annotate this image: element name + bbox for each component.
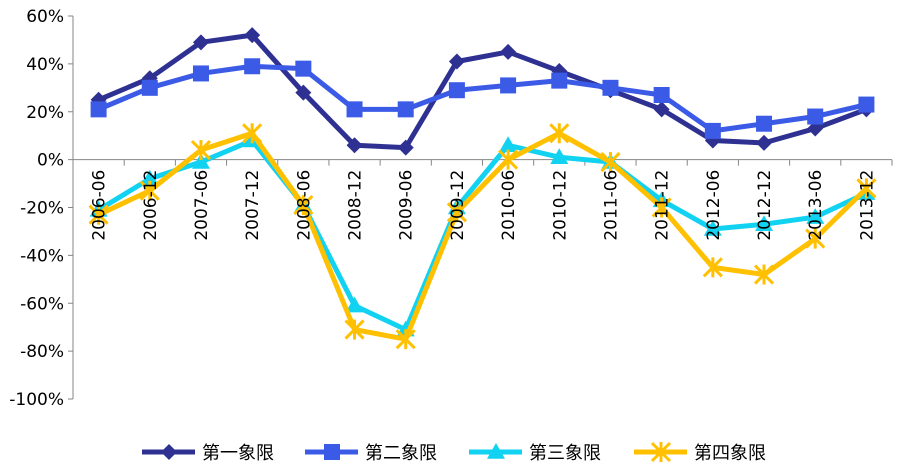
data-point-s1-14 bbox=[756, 134, 773, 151]
data-point-s2-14 bbox=[756, 115, 773, 132]
x-tick-label: 2011-12 bbox=[653, 170, 673, 241]
data-point-s1-5 bbox=[295, 84, 312, 101]
x-tick-label: 2012-12 bbox=[755, 170, 775, 241]
y-tick-label: -100% bbox=[9, 390, 64, 410]
data-point-s1-6 bbox=[346, 137, 363, 154]
data-point-s4-5 bbox=[293, 195, 314, 216]
data-point-s2-7 bbox=[397, 101, 414, 118]
series-line-4 bbox=[97, 130, 869, 342]
data-point-s2-15 bbox=[807, 108, 824, 125]
data-point-s2-4 bbox=[244, 58, 261, 75]
data-point-s4-2 bbox=[139, 180, 160, 201]
y-tick-label: 20% bbox=[26, 103, 64, 123]
legend-label: 第三象限 bbox=[529, 443, 601, 464]
x-tick-label: 2006-12 bbox=[141, 170, 161, 241]
data-point-s1-12 bbox=[653, 101, 670, 118]
data-point-s2-9 bbox=[500, 77, 517, 94]
data-point-s2-6 bbox=[346, 101, 363, 118]
legend-marker bbox=[161, 444, 177, 460]
data-point-s3-9 bbox=[499, 136, 518, 153]
data-point-s2-11 bbox=[602, 79, 619, 96]
x-tick-label: 2007-12 bbox=[243, 170, 263, 241]
data-point-s2-2 bbox=[141, 79, 158, 96]
legend-marker bbox=[324, 444, 340, 460]
data-point-s4-4 bbox=[242, 123, 263, 144]
x-tick-label: 2009-06 bbox=[397, 170, 417, 241]
y-tick-label: -20% bbox=[20, 199, 64, 219]
y-tick-label: 0% bbox=[37, 151, 64, 171]
data-point-s4-1 bbox=[88, 204, 109, 225]
x-tick-label: 2007-06 bbox=[192, 170, 212, 241]
series-line-3 bbox=[97, 137, 868, 333]
data-point-s4-7 bbox=[395, 329, 416, 350]
x-tick-label: 2010-12 bbox=[550, 170, 570, 241]
data-point-s4-11 bbox=[600, 151, 621, 173]
data-point-s4-16 bbox=[856, 178, 877, 199]
data-point-s4-12 bbox=[651, 197, 672, 218]
data-point-s1-3 bbox=[192, 34, 209, 51]
legend-label: 第一象限 bbox=[202, 443, 274, 464]
x-tick-label: 2012-06 bbox=[704, 170, 724, 241]
x-tick-label: 2010-06 bbox=[499, 170, 519, 241]
data-point-s3-3 bbox=[191, 153, 210, 169]
x-tick-label: 2009-12 bbox=[448, 170, 468, 241]
data-point-s4-10 bbox=[549, 123, 570, 144]
y-tick-label: -60% bbox=[20, 294, 64, 314]
x-tick-label: 2008-06 bbox=[294, 170, 314, 241]
data-point-s4-9 bbox=[498, 149, 519, 170]
y-tick-label: 40% bbox=[26, 55, 64, 75]
data-point-s2-12 bbox=[653, 86, 670, 103]
data-point-s1-4 bbox=[244, 27, 261, 44]
series-line-2 bbox=[97, 63, 867, 134]
data-point-s4-8 bbox=[446, 202, 467, 223]
x-tick-label: 2006-06 bbox=[90, 170, 110, 241]
x-tick-label: 2013-12 bbox=[857, 170, 877, 241]
data-point-s2-16 bbox=[858, 96, 875, 113]
legend-item-3: 第三象限 bbox=[469, 443, 601, 464]
series-line-1 bbox=[97, 32, 868, 151]
data-point-s2-3 bbox=[192, 65, 209, 82]
data-point-s3-13 bbox=[703, 220, 722, 236]
data-point-s3-10 bbox=[550, 148, 569, 164]
x-tick-label: 2013-06 bbox=[806, 170, 826, 241]
legend-marker bbox=[650, 441, 672, 463]
data-point-s4-6 bbox=[344, 319, 365, 340]
legend-label: 第四象限 bbox=[694, 443, 766, 464]
data-point-s3-2 bbox=[140, 169, 159, 186]
data-point-s2-5 bbox=[295, 60, 312, 77]
data-point-s3-14 bbox=[755, 215, 774, 232]
data-point-s2-1 bbox=[90, 101, 107, 118]
y-tick-label: -40% bbox=[20, 246, 64, 266]
y-tick-label: -80% bbox=[20, 342, 64, 362]
data-point-s4-14 bbox=[753, 264, 775, 285]
data-point-s2-13 bbox=[704, 122, 721, 139]
data-point-s2-10 bbox=[551, 72, 568, 89]
x-tick-label: 2008-12 bbox=[346, 170, 366, 241]
data-point-s4-15 bbox=[805, 228, 826, 249]
data-point-s1-8 bbox=[448, 53, 465, 70]
legend-marker bbox=[487, 443, 505, 459]
y-tick-label: 60% bbox=[26, 7, 64, 27]
data-point-s4-13 bbox=[702, 257, 723, 278]
legend-item-1: 第一象限 bbox=[142, 443, 274, 464]
data-point-s3-15 bbox=[806, 208, 825, 224]
x-tick-label: 2011-06 bbox=[601, 170, 621, 241]
data-point-s2-8 bbox=[448, 82, 465, 99]
legend-label: 第二象限 bbox=[365, 443, 437, 464]
data-point-s1-7 bbox=[397, 139, 414, 156]
data-point-s3-6 bbox=[345, 296, 364, 313]
data-point-s1-9 bbox=[500, 43, 517, 60]
data-point-s1-15 bbox=[807, 120, 824, 137]
data-point-s4-3 bbox=[190, 139, 212, 161]
